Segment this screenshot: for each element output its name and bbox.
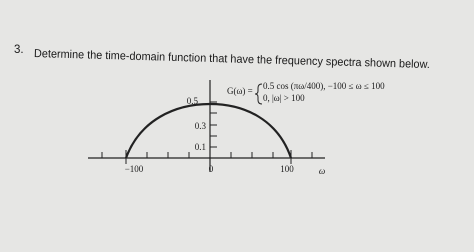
equation-lhs: G(ω) = — [227, 86, 253, 96]
x-label: −100 — [125, 164, 144, 174]
x-label: 0 — [209, 164, 214, 174]
y-ticks — [210, 101, 217, 148]
spectrum-curve — [124, 102, 293, 159]
problem-number: 3. — [14, 44, 24, 56]
figure-axes — [88, 80, 325, 172]
y-label: 0.5 — [187, 96, 199, 106]
equation-case: 0.5 cos (πω/400), −100 ≤ ω ≤ 100 — [263, 81, 385, 91]
y-label: 0.1 — [195, 142, 206, 152]
brace — [254, 83, 263, 105]
x-axis-label: ω — [319, 166, 325, 176]
x-label: 100 — [280, 164, 294, 174]
equation-case: 0, |ω| > 100 — [263, 93, 305, 103]
y-label: 0.3 — [195, 121, 207, 131]
